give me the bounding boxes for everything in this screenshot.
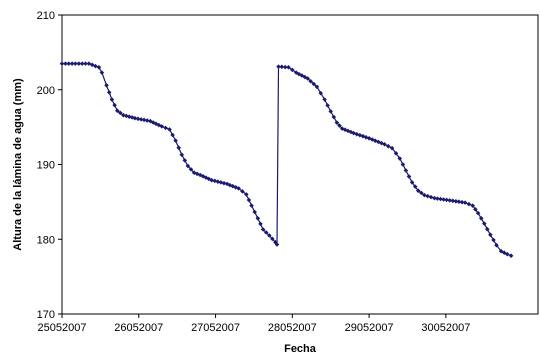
data-point: [83, 61, 88, 66]
data-point: [425, 193, 430, 199]
data-point: [501, 250, 507, 255]
data-point: [270, 236, 275, 242]
x-tick-label: 25052007: [38, 322, 87, 334]
data-point: [482, 221, 487, 226]
data-point: [59, 61, 65, 66]
x-tick-label: 27052007: [191, 322, 240, 334]
data-point: [494, 242, 499, 248]
y-tick-label: 200: [37, 85, 55, 97]
data-point: [311, 81, 317, 87]
data-point: [249, 203, 254, 208]
data-point: [400, 162, 406, 167]
data-point: [112, 102, 117, 108]
x-axis-ticks: 25052007 26052007 27052007 28052007 29052007…: [38, 314, 470, 334]
data-point: [444, 197, 449, 203]
data-point: [73, 61, 78, 66]
data-point: [290, 67, 295, 73]
data-point: [144, 118, 150, 123]
data-point: [498, 248, 504, 254]
data-point: [328, 109, 333, 114]
x-axis-label: Fecha: [284, 343, 317, 355]
data-point: [267, 233, 272, 238]
data-point: [447, 198, 452, 203]
data-point: [159, 124, 165, 129]
data-point: [459, 199, 465, 205]
data-point: [397, 156, 403, 161]
data-point: [279, 64, 285, 70]
y-axis-ticks: 170 180 190 200 210: [37, 10, 62, 321]
x-tick-label: 30052007: [421, 322, 470, 334]
x-tick-label: 29052007: [345, 322, 394, 334]
data-point: [132, 115, 138, 121]
data-point: [415, 188, 421, 193]
data-point: [104, 83, 109, 88]
data-point: [252, 209, 257, 215]
data-point: [66, 61, 71, 66]
y-tick-label: 210: [37, 10, 55, 22]
x-tick-label: 26052007: [114, 322, 163, 334]
data-point: [462, 200, 468, 205]
data-point: [419, 190, 424, 196]
data-point: [163, 125, 168, 131]
data-point: [505, 251, 510, 257]
x-tick-label: 28052007: [268, 322, 317, 334]
data-point: [212, 178, 218, 184]
data-point: [93, 63, 98, 69]
data-point: [182, 158, 188, 163]
data-point: [176, 145, 181, 150]
data-point: [403, 168, 409, 173]
series-line: [62, 63, 512, 257]
y-axis-label: Altura de la lámina de agua (mm): [12, 78, 24, 251]
y-tick-label: 180: [37, 234, 55, 246]
data-point: [466, 201, 472, 207]
data-point: [179, 152, 185, 158]
data-point: [406, 174, 412, 179]
data-point: [170, 132, 175, 138]
data-point: [167, 127, 172, 132]
data-point: [173, 138, 178, 143]
data-point: [473, 207, 478, 212]
data-point: [386, 143, 391, 149]
data-point: [99, 70, 105, 75]
data-point: [89, 62, 95, 68]
data-point: [456, 199, 462, 204]
data-point: [246, 197, 252, 203]
plot-area: [61, 14, 539, 315]
y-tick-label: 170: [37, 309, 55, 321]
data-point: [106, 90, 112, 95]
data-point: [69, 61, 75, 66]
data-point: [409, 180, 415, 185]
data-point: [109, 97, 115, 102]
data-point: [258, 221, 263, 227]
data-point: [508, 253, 514, 258]
data-point: [63, 61, 68, 66]
data-point: [331, 114, 337, 120]
series-altura: [59, 61, 514, 258]
data-point: [450, 198, 456, 204]
data-point: [79, 61, 85, 66]
data-point: [255, 216, 261, 221]
data-point: [325, 103, 330, 108]
y-tick-label: 190: [37, 160, 55, 172]
data-point: [485, 226, 490, 232]
plot-border: [61, 14, 539, 315]
data-point: [428, 194, 434, 200]
data-point: [218, 180, 224, 185]
